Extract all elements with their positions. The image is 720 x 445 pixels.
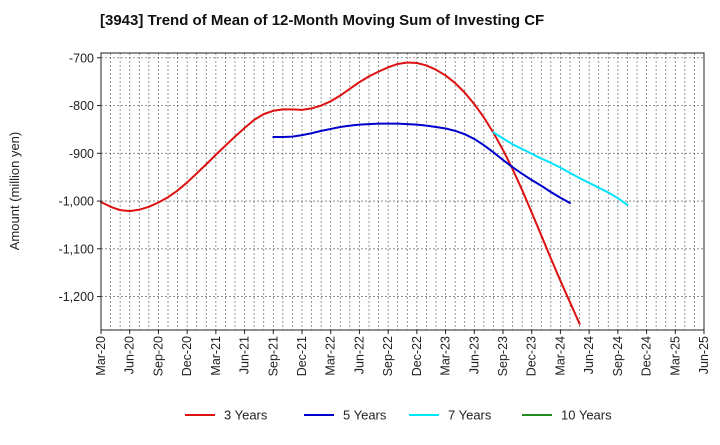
x-tick-label: Jun-25 [697,336,711,374]
x-tick-label: Mar-25 [668,336,682,376]
chart-title: [3943] Trend of Mean of 12-Month Moving … [100,12,544,29]
x-tick-label: Jun-20 [123,336,137,374]
series-line-7-years [492,131,629,206]
x-tick-label: Dec-21 [295,336,309,376]
x-tick-label: Mar-21 [209,336,223,376]
x-axis-ticks: Mar-20 Jun-20 Sep-20 Dec-20 Mar-21 Jun-21 Sep-… [94,330,711,376]
x-tick-label: Jun-24 [582,336,596,374]
x-tick-label: Jun-21 [238,336,252,374]
y-tick-label: -1,000 [59,195,94,209]
x-tick-label: Dec-20 [180,336,194,376]
legend: 3 Years 5 Years 7 Years 10 Years [185,408,612,423]
grid-layer [101,53,704,330]
legend-label-7-years: 7 Years [448,408,492,423]
plot-frame [100,52,705,331]
series-line-3-years [100,61,581,325]
y-tick-label: -700 [69,51,94,65]
x-tick-label: Mar-23 [439,336,453,376]
x-tick-label: Dec-23 [525,336,539,376]
y-tick-label: -800 [69,99,94,113]
x-tick-label: Jun-23 [467,336,481,374]
x-tick-label: Mar-24 [553,336,567,376]
legend-label-3-years: 3 Years [224,408,268,423]
y-axis-ticks: -700 -800 -900 -1,000 -1,100 -1,200 [59,51,101,304]
x-tick-label: Dec-22 [410,336,424,376]
x-tick-label: Sep-21 [266,336,280,376]
y-tick-label: -900 [69,147,94,161]
x-tick-label: Jun-22 [352,336,366,374]
x-tick-label: Sep-23 [496,336,510,376]
y-tick-label: -1,100 [59,242,94,256]
x-tick-label: Mar-20 [94,336,108,376]
x-tick-label: Sep-24 [611,336,625,376]
y-tick-label: -1,200 [59,290,94,304]
legend-label-10-years: 10 Years [561,408,612,423]
legend-label-5-years: 5 Years [343,408,387,423]
y-axis-label: Amount (million yen) [7,132,22,251]
x-tick-label: Sep-20 [151,336,165,376]
series-line-5-years [272,122,571,204]
x-tick-label: Sep-22 [381,336,395,376]
x-tick-label: Mar-22 [324,336,338,376]
series-layer [100,61,629,325]
x-tick-label: Dec-24 [640,336,654,376]
